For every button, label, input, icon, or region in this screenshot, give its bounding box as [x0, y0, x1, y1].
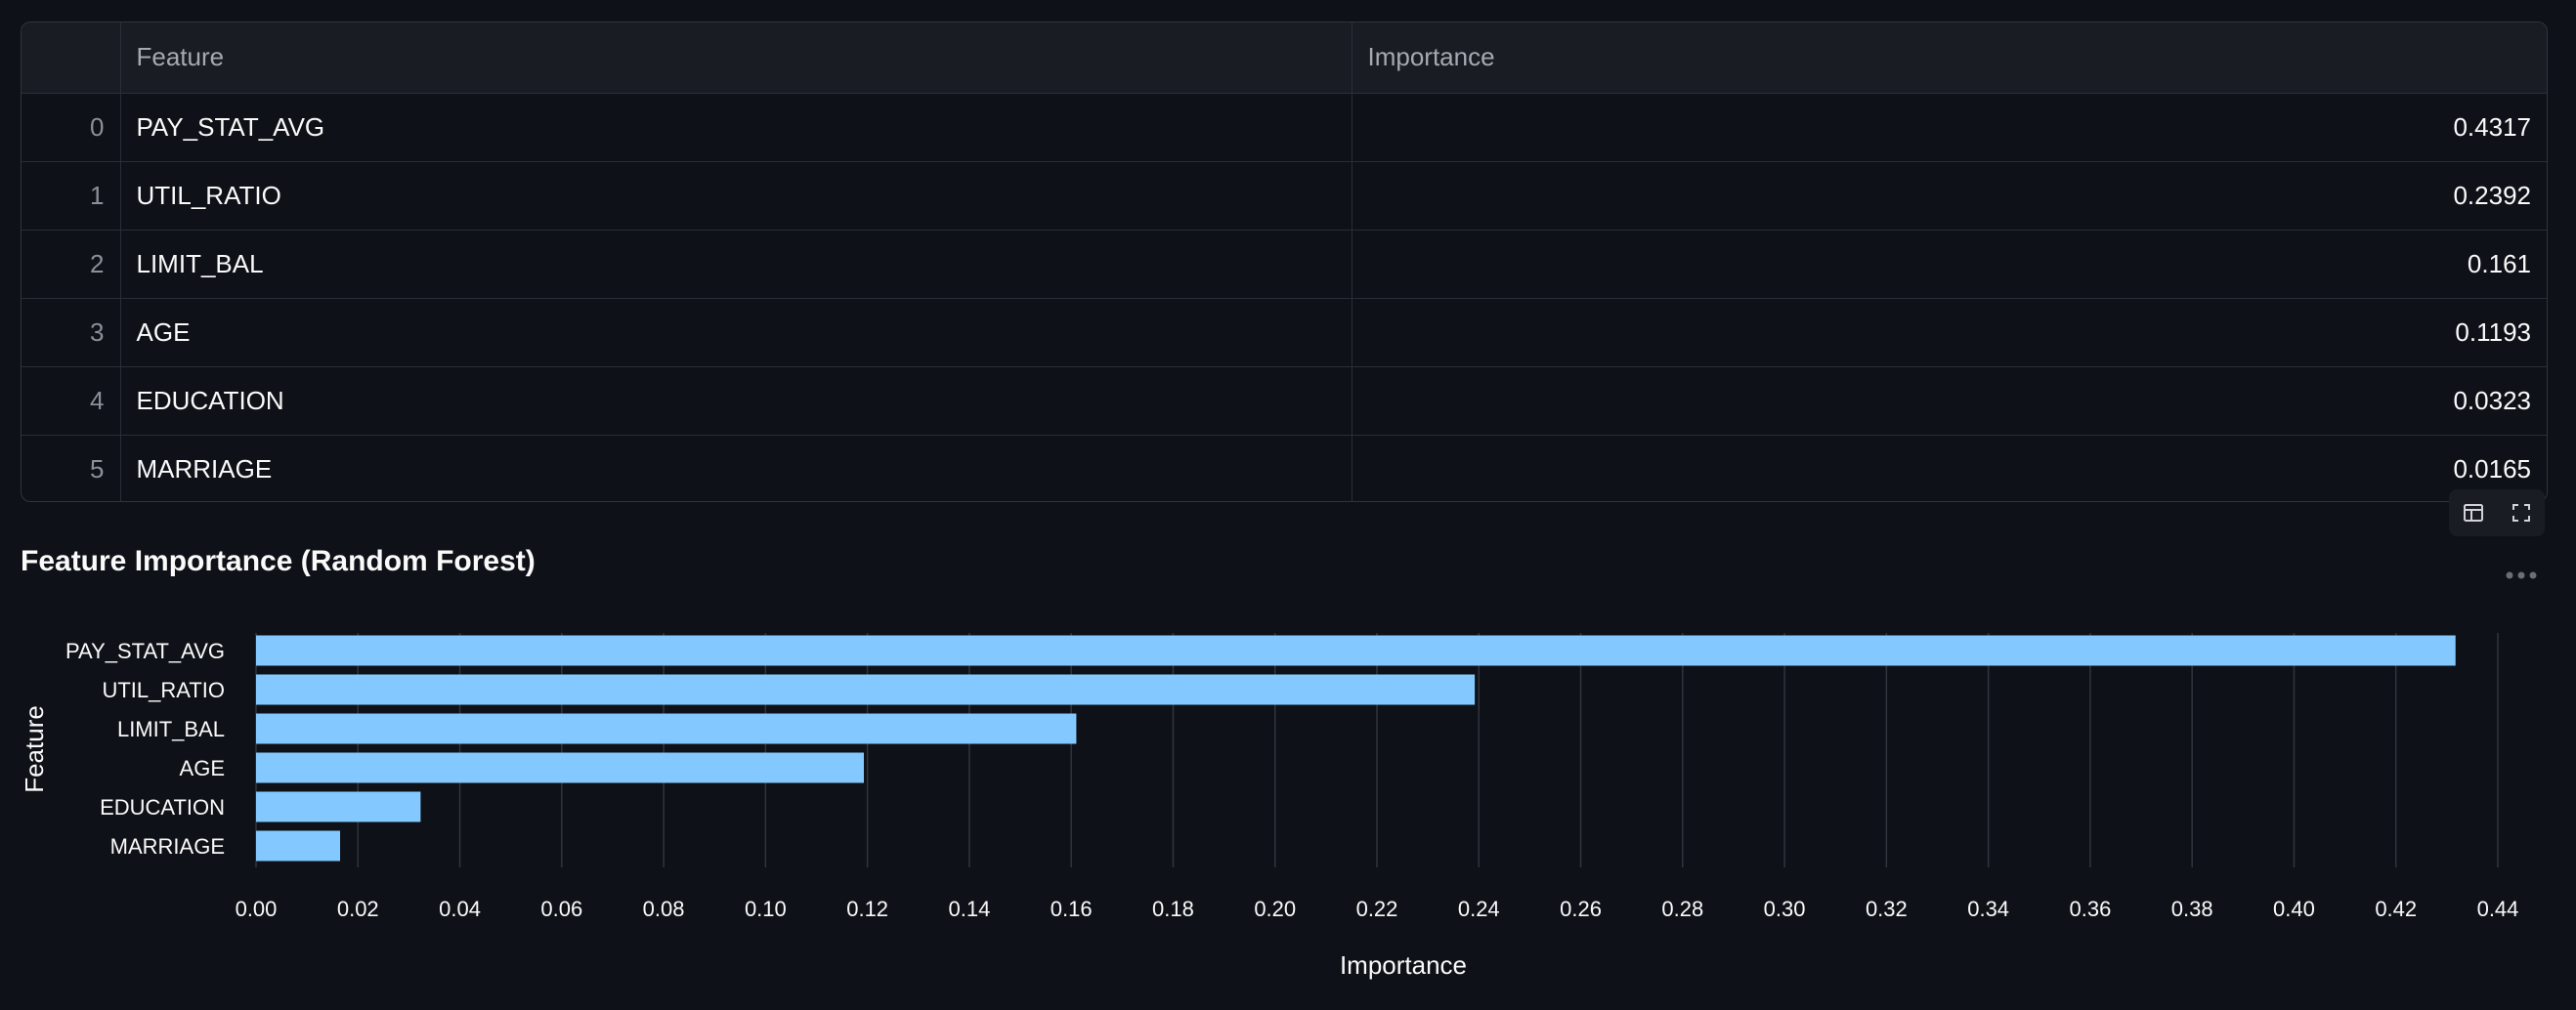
bars: [256, 635, 2456, 862]
table-toolbar: [2449, 489, 2545, 536]
x-tick-label: 0.32: [1866, 897, 1908, 921]
x-tick-label: 0.40: [2273, 897, 2315, 921]
x-tick-label: 0.26: [1560, 897, 1602, 921]
y-tick-label: EDUCATION: [100, 795, 225, 820]
bar-education[interactable]: [256, 791, 421, 822]
x-tick-label: 0.14: [948, 897, 990, 921]
x-tick-label: 0.06: [540, 897, 582, 921]
feature-cell[interactable]: AGE: [120, 298, 1352, 367]
importance-cell[interactable]: 0.161: [1352, 230, 2547, 299]
x-tick-label: 0.00: [236, 897, 278, 921]
chart-title: Feature Importance (Random Forest): [21, 545, 536, 577]
importance-cell[interactable]: 0.0165: [2453, 453, 2531, 484]
x-tick-label: 0.08: [643, 897, 685, 921]
importance-cell[interactable]: 0.0323: [1352, 366, 2547, 436]
table-header-row: Feature Importance: [21, 22, 2547, 94]
x-tick-label: 0.02: [337, 897, 379, 921]
feature-cell[interactable]: MARRIAGE: [120, 435, 1352, 501]
bar-pay-stat-avg[interactable]: [256, 635, 2456, 666]
x-tick-label: 0.30: [1764, 897, 1806, 921]
row-index[interactable]: 3: [21, 298, 121, 367]
x-tick-label: 0.34: [1967, 897, 2009, 921]
data-grid: Feature Importance 0 PAY_STAT_AVG 0.4317…: [21, 22, 2547, 501]
x-axis-label: Importance: [1340, 950, 1467, 980]
x-tick-label: 0.16: [1051, 897, 1093, 921]
column-header-importance[interactable]: Importance: [1352, 22, 2547, 94]
fullscreen-icon[interactable]: [2507, 498, 2536, 527]
table-row: 5 MARRIAGE 0.0165: [21, 435, 2547, 501]
y-tick-label: LIMIT_BAL: [117, 717, 225, 741]
y-tick-label: MARRIAGE: [110, 834, 225, 859]
x-tick-label: 0.04: [439, 897, 481, 921]
feature-importance-chart: PAY_STAT_AVG UTIL_RATIO LIMIT_BAL AGE EDUCAT…: [20, 633, 2519, 980]
x-tick-label: 0.22: [1356, 897, 1398, 921]
bar-limit-bal[interactable]: [256, 713, 1077, 744]
x-tick-label: 0.28: [1661, 897, 1703, 921]
feature-importance-table[interactable]: Feature Importance 0 PAY_STAT_AVG 0.4317…: [21, 21, 2548, 502]
bar-util-ratio[interactable]: [256, 674, 1476, 705]
x-tick-label: 0.20: [1254, 897, 1296, 921]
x-tick-label: 0.44: [2477, 897, 2519, 921]
bar-age[interactable]: [256, 752, 864, 783]
gridlines: [255, 633, 2499, 867]
table-row: 4 EDUCATION 0.0323: [21, 366, 2547, 436]
x-tick-label: 0.24: [1458, 897, 1500, 921]
importance-cell[interactable]: 0.2392: [1352, 161, 2547, 231]
importance-cell[interactable]: 0.1193: [1352, 298, 2547, 367]
row-index[interactable]: 0: [21, 93, 121, 162]
row-index[interactable]: 5: [21, 435, 121, 501]
feature-cell[interactable]: LIMIT_BAL: [120, 230, 1352, 299]
column-header-feature[interactable]: Feature: [120, 22, 1352, 94]
x-tick-label: 0.18: [1152, 897, 1194, 921]
table-layout-icon[interactable]: [2459, 498, 2488, 527]
more-options-icon[interactable]: [2504, 565, 2539, 586]
y-tick-label: PAY_STAT_AVG: [65, 639, 225, 663]
column-header-index[interactable]: [21, 22, 121, 94]
x-tick-label: 0.12: [846, 897, 888, 921]
x-tick-label: 0.42: [2375, 897, 2417, 921]
table-row: 2 LIMIT_BAL 0.161: [21, 230, 2547, 299]
table-row: 0 PAY_STAT_AVG 0.4317: [21, 93, 2547, 162]
table-row: 3 AGE 0.1193: [21, 298, 2547, 367]
feature-cell[interactable]: UTIL_RATIO: [120, 161, 1352, 231]
y-tick-label: AGE: [180, 756, 225, 780]
x-tick-label: 0.38: [2171, 897, 2213, 921]
row-index[interactable]: 2: [21, 230, 121, 299]
x-tick-label: 0.36: [2069, 897, 2111, 921]
x-tick-label: 0.10: [745, 897, 787, 921]
table-row: 1 UTIL_RATIO 0.2392: [21, 161, 2547, 231]
bar-marriage[interactable]: [256, 830, 341, 862]
y-axis-label: Feature: [20, 705, 49, 793]
y-tick-label: UTIL_RATIO: [102, 678, 225, 702]
x-tick-labels: 0.00 0.02 0.04 0.06 0.08 0.10 0.12 0.14 0.16 0.18…: [236, 897, 2519, 921]
feature-cell[interactable]: PAY_STAT_AVG: [120, 93, 1352, 162]
row-index[interactable]: 1: [21, 161, 121, 231]
row-index[interactable]: 4: [21, 366, 121, 436]
importance-cell[interactable]: 0.4317: [1352, 93, 2547, 162]
feature-cell[interactable]: EDUCATION: [120, 366, 1352, 436]
y-tick-labels: PAY_STAT_AVG UTIL_RATIO LIMIT_BAL AGE EDUCAT…: [65, 639, 225, 859]
